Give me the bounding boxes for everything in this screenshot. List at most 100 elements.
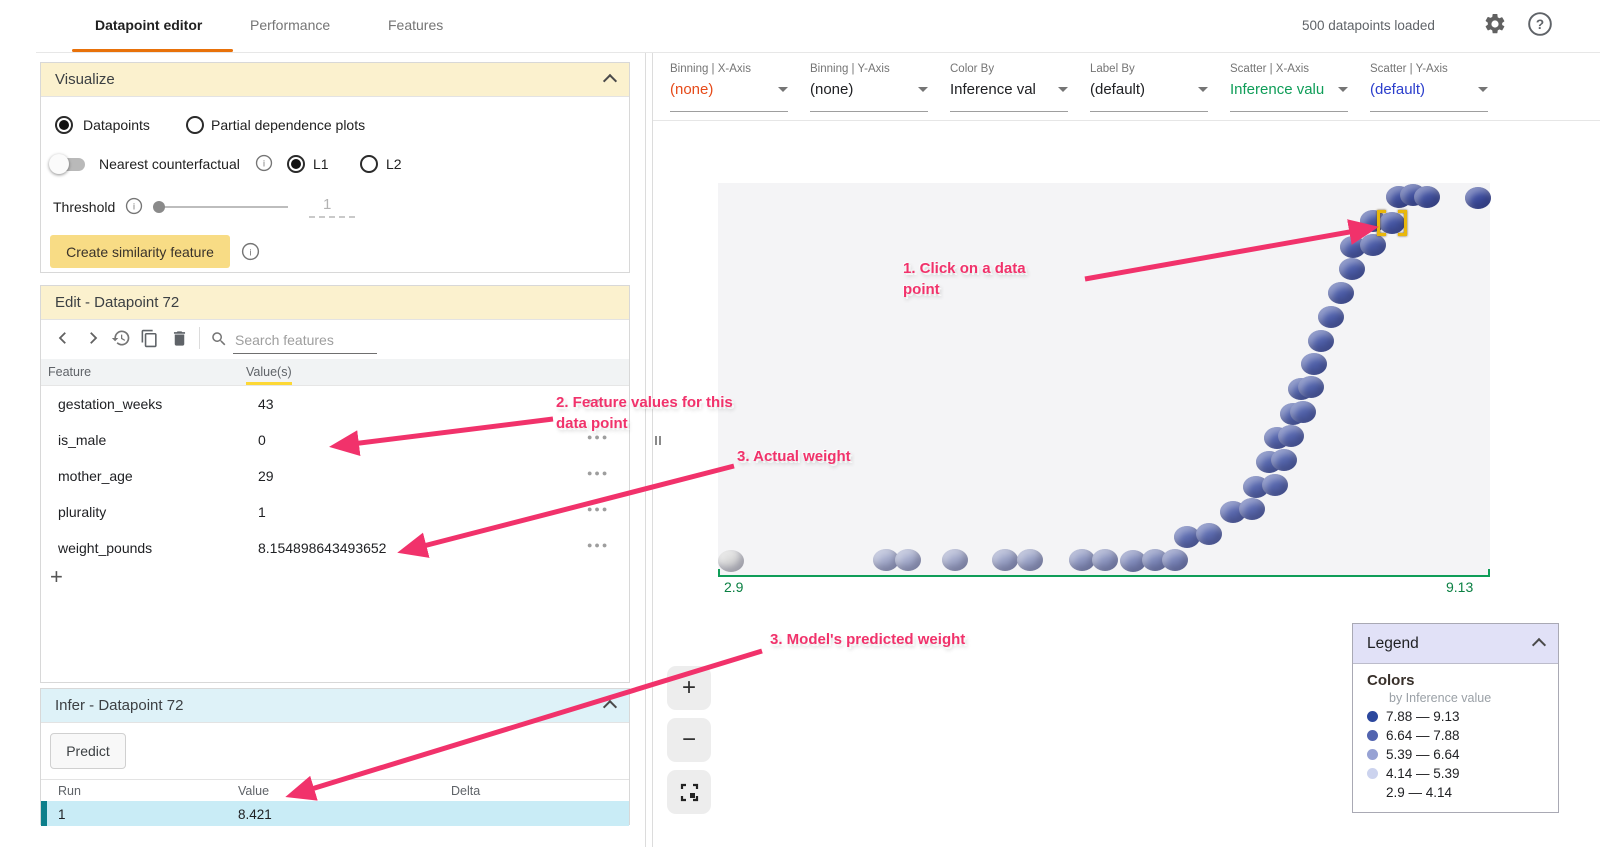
dropdown-label-by[interactable]: Label By (default) bbox=[1090, 60, 1208, 112]
add-feature-button[interactable]: + bbox=[50, 564, 63, 589]
dropdown-label: Binning | X-Axis bbox=[670, 63, 751, 75]
selection-bracket-r[interactable] bbox=[1398, 210, 1407, 236]
x-axis-max-label: 9.13 bbox=[1446, 579, 1474, 595]
feature-value[interactable]: 29 bbox=[258, 468, 274, 484]
datapoint[interactable] bbox=[1017, 549, 1043, 571]
dropdown-scatter-y-axis[interactable]: Scatter | Y-Axis (default) bbox=[1370, 60, 1488, 112]
datapoint[interactable] bbox=[718, 550, 744, 572]
dropdown-color-by[interactable]: Color By Inference val bbox=[950, 60, 1068, 112]
datapoint[interactable] bbox=[1239, 498, 1265, 520]
row-menu-icon[interactable]: ●●● bbox=[587, 396, 610, 406]
toggle-thumb[interactable] bbox=[49, 154, 69, 174]
datapoint[interactable] bbox=[1142, 549, 1168, 571]
similarity-info-icon[interactable]: i bbox=[241, 242, 260, 266]
collapse-chevron-icon[interactable] bbox=[602, 699, 618, 715]
visualize-panel: Visualize Datapoints Partial dependence … bbox=[40, 62, 630, 273]
datapoint[interactable] bbox=[1092, 549, 1118, 571]
predict-button[interactable]: Predict bbox=[50, 733, 126, 769]
collapse-chevron-icon[interactable] bbox=[602, 73, 618, 89]
row-menu-icon[interactable]: ●●● bbox=[587, 468, 610, 478]
feature-value[interactable]: 1 bbox=[258, 504, 266, 520]
splitter-grip-handle[interactable] bbox=[655, 436, 657, 445]
splitter-grip-handle[interactable] bbox=[659, 436, 661, 445]
x-axis-min-label: 2.9 bbox=[724, 579, 744, 595]
previous-datapoint-icon[interactable] bbox=[51, 326, 75, 350]
threshold-slider[interactable] bbox=[156, 206, 288, 208]
datapoint[interactable] bbox=[1174, 526, 1200, 548]
dropdown-binning-y-axis[interactable]: Binning | Y-Axis (none) bbox=[810, 60, 928, 112]
feature-row-weight-pounds: weight_pounds 8.154898643493652 ●●● bbox=[41, 531, 629, 567]
dropdown-scatter-x-axis[interactable]: Scatter | X-Axis Inference valu bbox=[1230, 60, 1348, 112]
delete-datapoint-icon[interactable] bbox=[167, 326, 191, 350]
radio-l2[interactable] bbox=[360, 155, 378, 173]
radio-datapoints[interactable] bbox=[55, 116, 73, 134]
tab-datapoint-editor[interactable]: Datapoint editor bbox=[95, 17, 203, 33]
feature-row-plurality: plurality 1 ●●● bbox=[41, 495, 629, 531]
datapoint[interactable] bbox=[1414, 186, 1440, 208]
zoom-out-button[interactable]: − bbox=[667, 718, 711, 762]
datapoint[interactable] bbox=[1465, 187, 1491, 209]
help-icon[interactable]: ? bbox=[1527, 11, 1553, 42]
datapoint[interactable] bbox=[1328, 282, 1354, 304]
selection-bracket-l[interactable] bbox=[1377, 210, 1386, 236]
row-menu-icon[interactable]: ●●● bbox=[587, 504, 610, 514]
dropdown-binning-x-axis[interactable]: Binning | X-Axis (none) bbox=[670, 60, 788, 112]
zoom-in-button[interactable]: + bbox=[667, 666, 711, 710]
legend-color-dot bbox=[1367, 711, 1378, 722]
datapoint[interactable] bbox=[895, 549, 921, 571]
settings-gear-icon[interactable] bbox=[1483, 12, 1507, 41]
legend-items-container: 7.88 — 9.13 6.64 — 7.88 5.39 — 6.64 4.14 — … bbox=[1353, 709, 1558, 800]
datapoint[interactable] bbox=[1308, 330, 1334, 352]
duplicate-datapoint-icon[interactable] bbox=[137, 326, 161, 350]
radio-l1[interactable] bbox=[287, 155, 305, 173]
infer-header[interactable]: Infer - Datapoint 72 bbox=[41, 689, 629, 723]
datapoint[interactable] bbox=[873, 549, 899, 571]
visualize-header[interactable]: Visualize bbox=[41, 63, 629, 97]
datapoint[interactable] bbox=[942, 549, 968, 571]
datapoint[interactable] bbox=[1301, 353, 1327, 375]
datapoint[interactable] bbox=[1162, 549, 1188, 571]
threshold-value-underline bbox=[309, 216, 355, 218]
edit-title: Edit - Datapoint 72 bbox=[55, 294, 180, 311]
threshold-slider-handle[interactable] bbox=[153, 201, 165, 213]
row-menu-icon[interactable]: ●●● bbox=[587, 540, 610, 550]
datapoint[interactable] bbox=[1360, 234, 1386, 256]
panel-splitter[interactable] bbox=[645, 53, 646, 847]
selected-datapoint[interactable] bbox=[1379, 212, 1405, 234]
datapoint[interactable] bbox=[1298, 376, 1324, 398]
legend-header[interactable]: Legend bbox=[1353, 624, 1558, 664]
fit-to-screen-button[interactable] bbox=[667, 770, 711, 814]
datapoint[interactable] bbox=[1278, 425, 1304, 447]
datapoint[interactable] bbox=[1120, 550, 1146, 572]
tab-features[interactable]: Features bbox=[388, 17, 444, 33]
search-features-input[interactable] bbox=[233, 326, 377, 354]
datapoint[interactable] bbox=[1196, 523, 1222, 545]
chevron-down-icon bbox=[1338, 87, 1348, 92]
tab-performance[interactable]: Performance bbox=[250, 17, 331, 33]
feature-value[interactable]: 8.154898643493652 bbox=[258, 540, 387, 556]
next-datapoint-icon[interactable] bbox=[81, 326, 105, 350]
legend-item: 7.88 — 9.13 bbox=[1367, 709, 1558, 724]
collapse-chevron-icon[interactable] bbox=[1531, 637, 1547, 653]
row-menu-icon[interactable]: ●●● bbox=[587, 432, 610, 442]
datapoint[interactable] bbox=[992, 549, 1018, 571]
counterfactual-info-icon[interactable]: i bbox=[255, 154, 273, 177]
datapoint[interactable] bbox=[1271, 449, 1297, 471]
datapoint[interactable] bbox=[1318, 306, 1344, 328]
legend-range-label: 5.39 — 6.64 bbox=[1386, 747, 1460, 762]
legend-range-label: 6.64 — 7.88 bbox=[1386, 728, 1460, 743]
datapoint[interactable] bbox=[1339, 258, 1365, 280]
restore-history-icon[interactable] bbox=[109, 326, 133, 350]
feature-value[interactable]: 43 bbox=[258, 396, 274, 412]
datapoint[interactable] bbox=[1262, 474, 1288, 496]
create-similarity-feature-button[interactable]: Create similarity feature bbox=[50, 235, 230, 268]
datapoint[interactable] bbox=[1069, 549, 1095, 571]
feature-value[interactable]: 0 bbox=[258, 432, 266, 448]
threshold-info-icon[interactable]: i bbox=[125, 197, 143, 220]
feature-name: mother_age bbox=[58, 468, 133, 484]
legend-range-label: 4.14 — 5.39 bbox=[1386, 766, 1460, 781]
datapoint[interactable] bbox=[1290, 401, 1316, 423]
radio-partial-dependence[interactable] bbox=[186, 116, 204, 134]
inference-run-row[interactable]: 1 8.421 bbox=[41, 801, 629, 826]
threshold-value[interactable]: 1 bbox=[323, 196, 332, 213]
